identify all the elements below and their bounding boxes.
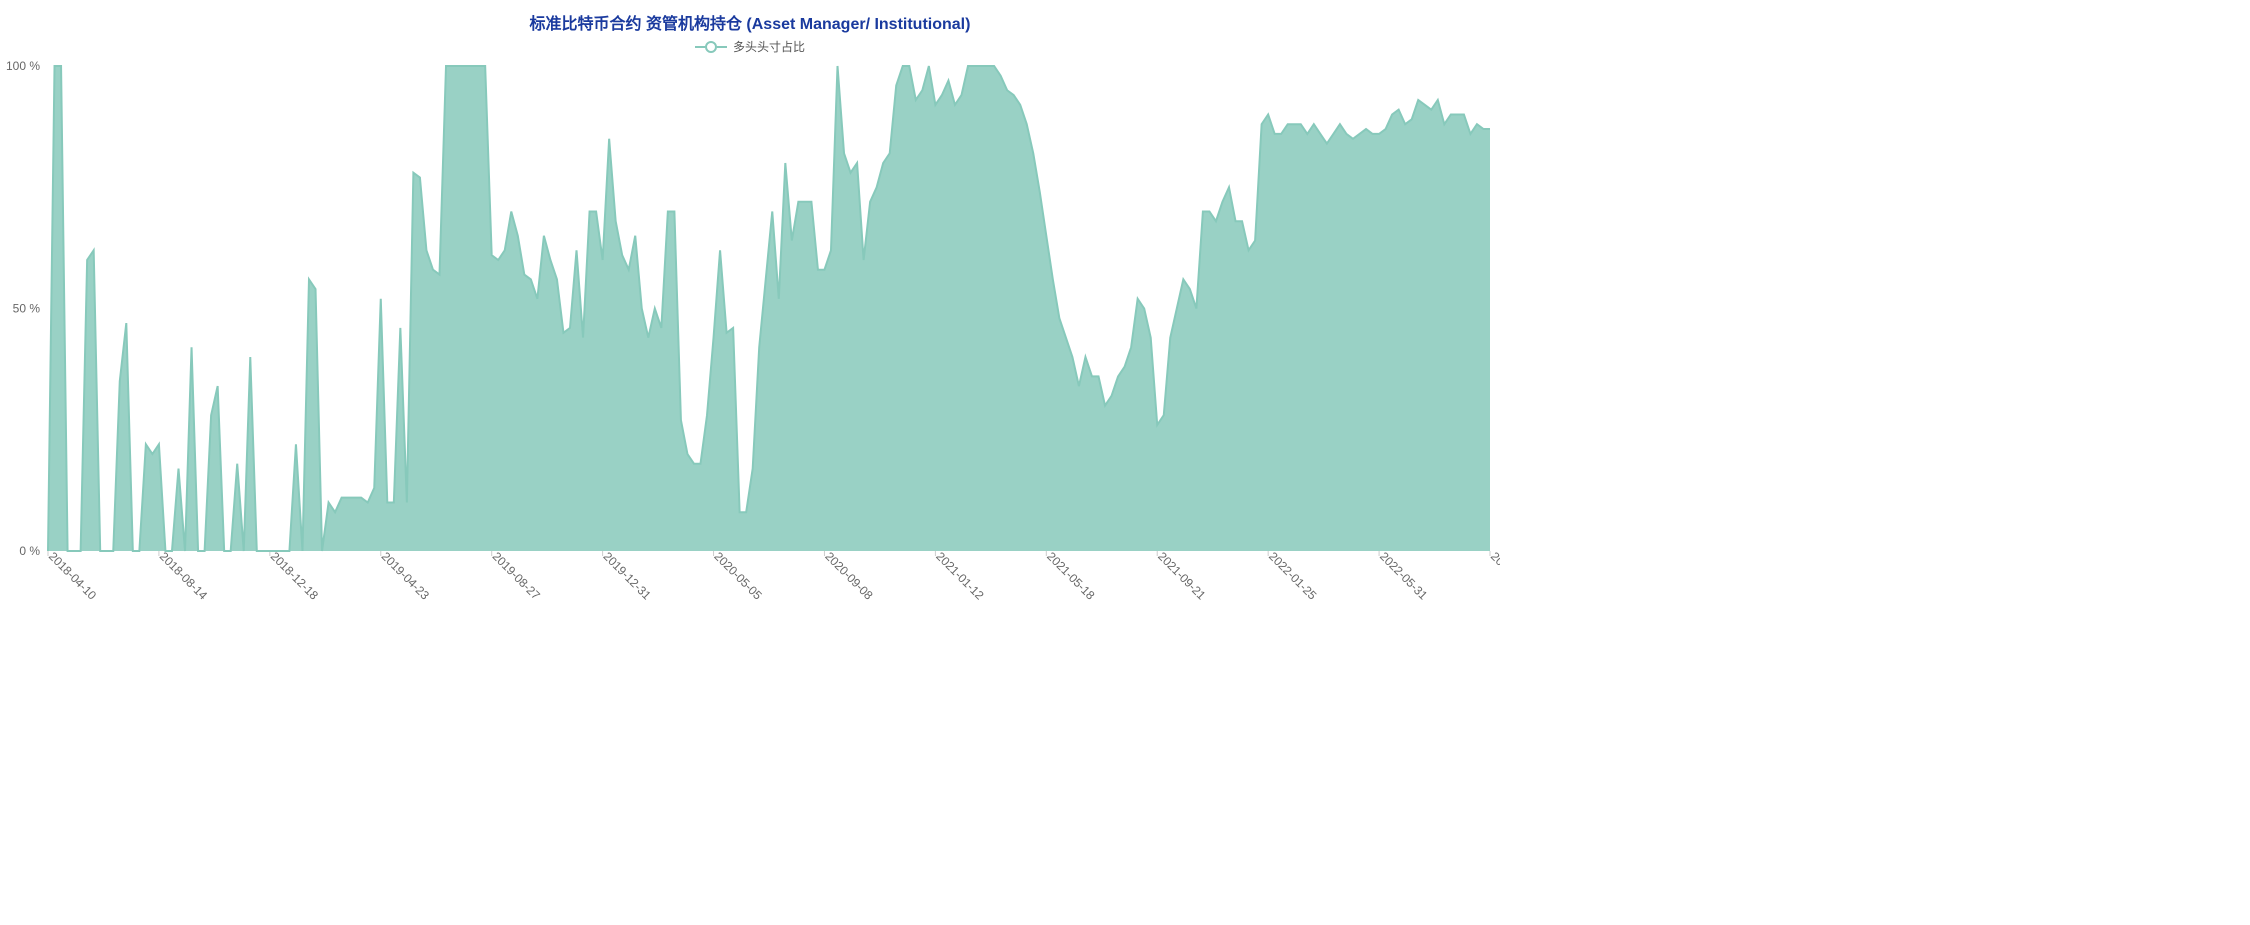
svg-text:2019-08-27: 2019-08-27 xyxy=(490,549,544,603)
svg-text:2019-04-23: 2019-04-23 xyxy=(379,549,433,603)
legend-label: 多头头寸占比 xyxy=(733,38,805,55)
svg-text:2021-01-12: 2021-01-12 xyxy=(933,549,987,603)
svg-text:2018-12-18: 2018-12-18 xyxy=(268,549,322,603)
svg-text:2022-05-31: 2022-05-31 xyxy=(1377,549,1431,603)
svg-text:2018-04-10: 2018-04-10 xyxy=(46,549,100,603)
chart-title: 标准比特币合约 资管机构持仓 (Asset Manager/ Instituti… xyxy=(0,0,1500,38)
svg-text:2021-05-18: 2021-05-18 xyxy=(1044,549,1098,603)
svg-text:50 %: 50 % xyxy=(13,302,41,316)
svg-text:0 %: 0 % xyxy=(19,544,40,558)
chart-container: 标准比特币合约 资管机构持仓 (Asset Manager/ Instituti… xyxy=(0,0,1500,617)
svg-text:2022-01-25: 2022-01-25 xyxy=(1266,549,1320,603)
svg-text:2021-09-21: 2021-09-21 xyxy=(1155,549,1209,603)
svg-text:2020-09-08: 2020-09-08 xyxy=(822,549,876,603)
chart-legend[interactable]: 多头头寸占比 xyxy=(0,38,1500,61)
svg-text:2019-12-31: 2019-12-31 xyxy=(600,549,654,603)
svg-text:100 %: 100 % xyxy=(6,61,40,73)
legend-marker xyxy=(695,41,727,53)
svg-text:2022-07-05: 2022-07-05 xyxy=(1488,549,1500,603)
chart-svg: 0 % 50 % 100 % 2018-04-10 2018-08-14 2018-12-… xyxy=(0,61,1500,621)
svg-text:2020-05-05: 2020-05-05 xyxy=(711,549,765,603)
area-fill xyxy=(48,66,1490,551)
svg-text:2018-08-14: 2018-08-14 xyxy=(157,549,211,603)
